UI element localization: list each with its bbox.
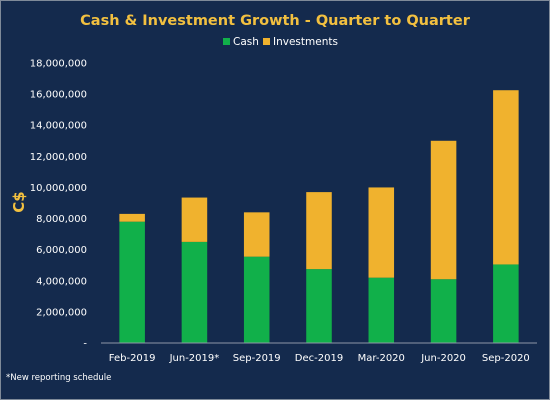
bar-cash [368,277,395,343]
bar-investments [181,197,208,242]
bar-cash [181,241,208,343]
y-tick-label: 2,000,000 [36,307,87,318]
x-tick-label: Mar-2020 [358,353,405,364]
legend-label-cash: Cash [233,36,259,48]
bar-cash [243,256,270,343]
x-tick-label: Jun-2019* [169,353,220,364]
bar-investments [430,140,457,280]
y-tick-label: 4,000,000 [36,276,87,287]
bar-investments [368,187,395,278]
bars [119,90,519,343]
legend-swatch-cash [223,38,230,45]
bar-cash [430,279,457,343]
bar-cash [306,269,332,343]
legend-swatch-investments [263,38,270,45]
y-tick-label: 16,000,000 [30,90,87,101]
x-tick-label: Sep-2019 [233,353,281,364]
bar-cash [119,221,145,343]
y-tick-label: - [83,339,87,350]
bar-investments [119,213,145,222]
y-tick-label: 10,000,000 [30,183,87,194]
y-axis-label: C$ [10,191,28,212]
x-axis-ticks: Feb-2019 Jun-2019* Sep-2019 Dec-2019 Mar-202… [109,353,530,364]
y-tick-label: 12,000,000 [30,152,87,163]
y-tick-label: 8,000,000 [36,214,87,225]
y-tick-label: 6,000,000 [36,245,87,256]
legend-label-investments: Investments [273,36,338,48]
bar-investments [243,212,270,257]
chart-title: Cash & Investment Growth - Quarter to Qu… [80,13,471,29]
legend: Cash Investments [223,36,338,48]
bar-cash [493,264,519,343]
bar-investments [306,192,332,270]
y-axis-ticks: - 2,000,000 4,000,000 6,000,000 8,000,000 10,… [30,59,88,350]
y-tick-label: 18,000,000 [30,59,87,70]
bar-investments [493,90,519,265]
x-tick-label: Sep-2020 [482,353,530,364]
footnote: *New reporting schedule [6,373,111,383]
x-tick-label: Feb-2019 [109,353,156,364]
y-tick-label: 14,000,000 [30,121,87,132]
x-tick-label: Dec-2019 [295,353,343,364]
x-tick-label: Jun-2020 [420,353,466,364]
